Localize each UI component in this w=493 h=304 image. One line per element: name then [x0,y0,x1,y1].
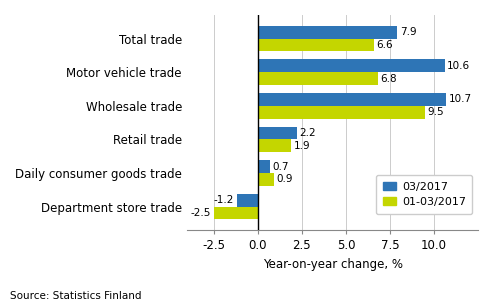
X-axis label: Year-on-year change, %: Year-on-year change, % [263,258,403,271]
Bar [258,160,270,173]
Text: 7.9: 7.9 [400,27,416,37]
Bar [258,93,446,106]
Bar [258,72,378,85]
Text: -1.2: -1.2 [214,195,234,205]
Text: 6.6: 6.6 [377,40,393,50]
Text: 10.6: 10.6 [447,61,470,71]
Text: 2.2: 2.2 [299,128,316,138]
Text: -2.5: -2.5 [191,208,211,218]
Legend: 03/2017, 01-03/2017: 03/2017, 01-03/2017 [376,175,472,214]
Text: 0.7: 0.7 [273,162,289,172]
Bar [258,39,374,51]
Text: 1.9: 1.9 [294,141,311,151]
Bar [237,194,258,207]
Text: 0.9: 0.9 [277,174,293,185]
Bar [258,140,291,152]
Bar [214,207,258,219]
Text: 9.5: 9.5 [428,107,444,117]
Bar [258,26,397,39]
Text: 10.7: 10.7 [449,94,472,104]
Bar [258,173,274,186]
Text: 6.8: 6.8 [380,74,397,84]
Bar [258,106,425,119]
Bar [258,127,297,140]
Bar [258,59,445,72]
Text: Source: Statistics Finland: Source: Statistics Finland [10,291,141,301]
